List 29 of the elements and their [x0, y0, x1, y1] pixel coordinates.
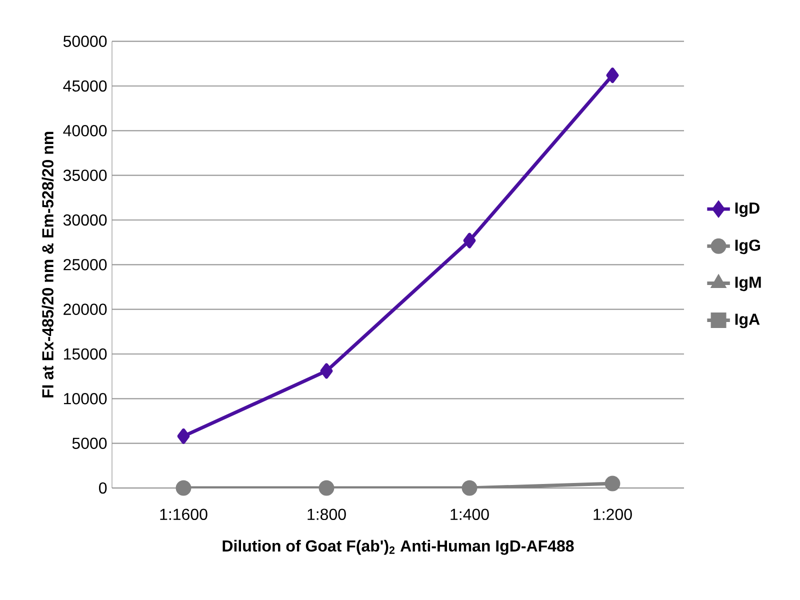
- legend-label: IgG: [735, 240, 760, 254]
- point: [176, 480, 192, 496]
- legend-label: IgM: [735, 276, 761, 292]
- legend-label: IgD: [735, 202, 760, 217]
- legend-label: IgA: [735, 314, 760, 328]
- y-tick-label: 0: [99, 482, 107, 494]
- y-tick-label: 40000: [63, 125, 107, 136]
- point: [177, 428, 190, 444]
- y-tick-label: 10000: [64, 393, 107, 404]
- x-axis-title: Dilution of Goat F(ab')$_{2}$ Anti-Human IgD-AF488: [222, 540, 574, 555]
- y-tick-label: 20000: [64, 304, 107, 315]
- point: [320, 363, 333, 379]
- y-tick-label: 15000: [64, 348, 107, 360]
- y-tick-label: 25000: [64, 259, 107, 270]
- point: [606, 68, 619, 84]
- x-tick-label: 1:400: [450, 508, 489, 520]
- y-tick-label: 5000: [72, 438, 107, 449]
- x-tick-label: 1:200: [594, 508, 632, 520]
- y-tick-label: 35000: [63, 170, 107, 181]
- point: [318, 480, 334, 496]
- y-tick-label: 45000: [63, 80, 107, 92]
- x-tick-label: 1:800: [308, 508, 346, 520]
- y-tick-label: 50000: [63, 36, 107, 47]
- point: [604, 476, 620, 492]
- y-axis-title: FI at Ex-485/20 nm & Em-528/20 nm: [42, 132, 54, 398]
- point: [463, 232, 476, 248]
- y-tick-label: 30000: [63, 214, 107, 226]
- point: [462, 480, 478, 496]
- x-tick-label: 1:1600: [160, 508, 208, 520]
